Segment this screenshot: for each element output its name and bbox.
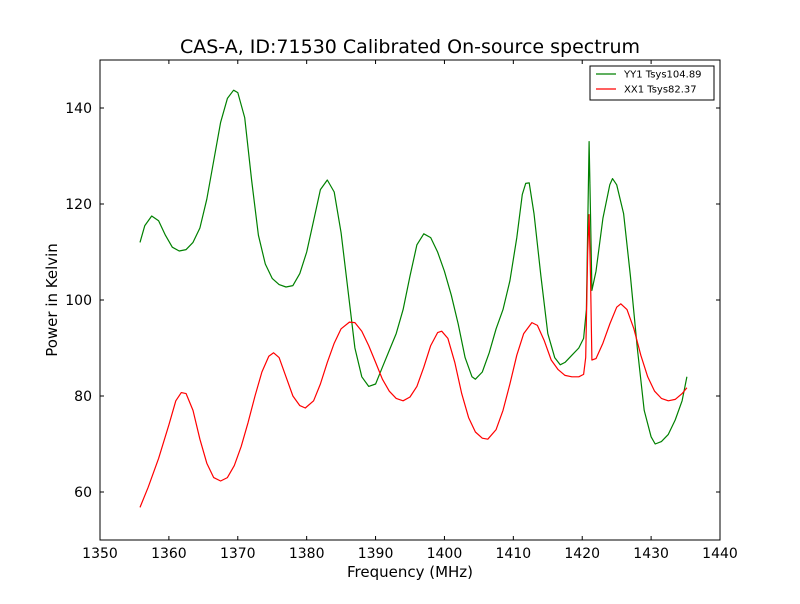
legend-label-yy1: YY1 Tsys104.89 xyxy=(623,70,702,81)
chart-title: CAS-A, ID:71530 Calibrated On-source spe… xyxy=(180,36,640,58)
series-line-yy1 xyxy=(139,89,688,445)
x-tick-label: 1410 xyxy=(496,546,532,562)
y-axis-label: Power in Kelvin xyxy=(43,243,61,357)
x-tick-label: 1360 xyxy=(151,546,187,562)
x-tick-label: 1380 xyxy=(289,546,325,562)
plot-frame xyxy=(99,59,721,541)
x-tick-label: 1390 xyxy=(358,546,394,562)
plot-area xyxy=(100,60,720,540)
series-line-xx1 xyxy=(139,214,688,508)
x-tick-label: 1420 xyxy=(564,546,600,562)
y-tick-label: 80 xyxy=(74,389,92,405)
y-tick-label: 120 xyxy=(65,197,92,213)
x-tick-label: 1350 xyxy=(82,546,118,562)
axis-layer: 1350 1360 1370 1380 1390 1400 1410 1420 1430 1440… xyxy=(65,60,738,562)
legend-box xyxy=(589,65,715,101)
legend: YY1 Tsys104.89 XX1 Tsys82.37 xyxy=(589,65,715,101)
legend-label-xx1: XX1 Tsys82.37 xyxy=(624,85,697,96)
y-tick-label: 100 xyxy=(65,293,92,309)
x-axis-label: Frequency (MHz) xyxy=(347,563,473,581)
x-tick-label: 1430 xyxy=(633,546,669,562)
x-tick-label: 1440 xyxy=(702,546,738,562)
y-tick-label: 140 xyxy=(65,101,92,117)
series-layer xyxy=(139,89,688,508)
x-tick-label: 1370 xyxy=(220,546,256,562)
y-tick-label: 60 xyxy=(74,485,92,501)
x-tick-label: 1400 xyxy=(427,546,463,562)
